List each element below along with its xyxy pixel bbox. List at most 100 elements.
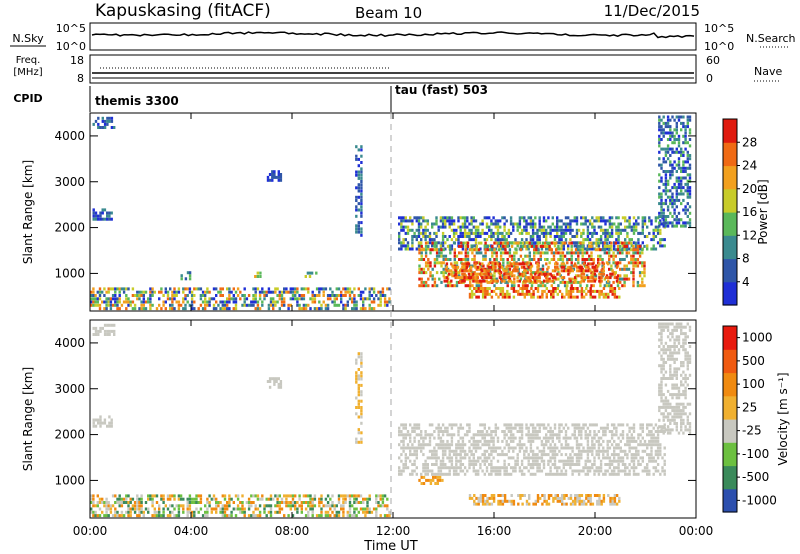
heatmap-cell	[560, 459, 563, 463]
heatmap-cell	[513, 277, 516, 281]
heatmap-cell	[682, 208, 685, 212]
heatmap-cell	[516, 276, 519, 280]
heatmap-cell	[474, 433, 478, 437]
heatmap-cell	[560, 219, 563, 223]
heatmap-cell	[503, 472, 506, 476]
heatmap-cell	[92, 494, 95, 498]
heatmap-cell	[553, 443, 557, 447]
heatmap-cell	[151, 303, 154, 307]
heatmap-cell	[675, 192, 678, 196]
heatmap-cell	[266, 380, 270, 383]
heatmap-cell	[677, 166, 681, 170]
heatmap-cell	[531, 231, 535, 235]
heatmap-cell	[542, 436, 546, 440]
heatmap-cell	[582, 289, 586, 293]
heatmap-cell	[636, 248, 640, 252]
heatmap-cell	[455, 443, 458, 447]
heatmap-cell	[283, 287, 286, 291]
heatmap-cell	[355, 406, 358, 409]
heatmap-cell	[199, 494, 203, 498]
heatmap-cell	[360, 227, 363, 231]
heatmap-cell	[188, 507, 192, 511]
heatmap-cell	[518, 436, 522, 440]
heatmap-cell	[581, 241, 584, 245]
heatmap-cell	[615, 231, 618, 235]
heatmap-cell	[466, 235, 469, 238]
heatmap-cell	[435, 463, 438, 466]
heatmap-cell	[331, 510, 334, 514]
heatmap-cell	[551, 472, 554, 476]
heatmap-cell	[669, 125, 672, 129]
heatmap-cell	[461, 262, 464, 266]
heatmap-cell	[613, 502, 617, 506]
heatmap-cell	[420, 271, 423, 275]
heatmap-cell	[580, 287, 584, 290]
heatmap-cell	[646, 472, 649, 476]
heatmap-cell	[517, 271, 520, 275]
heatmap-cell	[162, 300, 165, 304]
heatmap-cell	[628, 443, 631, 447]
heatmap-cell	[662, 348, 665, 352]
heatmap-cell	[326, 510, 330, 514]
heatmap-cell	[518, 430, 522, 433]
heatmap-cell	[342, 514, 345, 518]
heatmap-cell	[428, 449, 432, 453]
heatmap-cell	[474, 235, 478, 238]
heatmap-cell	[609, 499, 612, 503]
heatmap-cell	[417, 423, 421, 427]
heatmap-cell	[630, 466, 633, 470]
heatmap-cell	[550, 289, 553, 293]
heatmap-cell	[477, 472, 480, 476]
heatmap-cell	[637, 463, 640, 466]
heatmap-cell	[664, 221, 668, 225]
heatmap-cell	[193, 514, 196, 518]
heatmap-cell	[217, 504, 220, 508]
heatmap-cell	[357, 208, 360, 212]
heatmap-cell	[593, 423, 596, 427]
heatmap-cell	[466, 423, 469, 427]
heatmap-cell	[228, 494, 231, 498]
heatmap-cell	[603, 244, 606, 248]
heatmap-cell	[490, 439, 493, 443]
heatmap-cell	[496, 439, 500, 443]
heatmap-cell	[561, 280, 565, 284]
heatmap-cell	[527, 247, 530, 251]
heatmap-cell	[215, 294, 218, 297]
heatmap-cell	[600, 499, 603, 503]
heatmap-cell	[413, 430, 416, 433]
heatmap-cell	[402, 225, 405, 229]
heatmap-cell	[604, 219, 607, 223]
heatmap-cell	[453, 284, 456, 288]
heatmap-cell	[217, 501, 220, 504]
heatmap-cell	[602, 433, 605, 437]
heatmap-cell	[510, 264, 514, 268]
heatmap-cell	[671, 173, 674, 177]
heatmap-cell	[133, 510, 137, 514]
heatmap-cell	[324, 307, 328, 311]
heatmap-cell	[567, 222, 570, 226]
heatmap-cell	[623, 258, 626, 261]
heatmap-cell	[538, 222, 541, 226]
heatmap-cell	[468, 494, 472, 497]
heatmap-cell	[452, 469, 456, 473]
heatmap-cell	[493, 271, 496, 275]
heatmap-cell	[417, 231, 421, 235]
heatmap-cell	[477, 289, 480, 293]
heatmap-cell	[536, 469, 539, 473]
heatmap-cell	[610, 244, 613, 248]
heatmap-cell	[677, 186, 681, 190]
heatmap-cell	[529, 423, 533, 427]
heatmap-cell	[186, 497, 189, 501]
heatmap-cell	[595, 449, 598, 453]
heatmap-cell	[133, 294, 137, 297]
heatmap-cell	[582, 426, 585, 430]
heatmap-cell	[490, 463, 493, 466]
heatmap-cell	[519, 254, 523, 258]
heatmap-cell	[105, 303, 108, 307]
heatmap-cell	[99, 329, 102, 333]
heatmap-cell	[510, 499, 513, 503]
heatmap-cell	[660, 208, 663, 212]
heatmap-cell	[545, 272, 548, 276]
heatmap-cell	[366, 510, 369, 514]
heatmap-cell	[166, 297, 170, 301]
